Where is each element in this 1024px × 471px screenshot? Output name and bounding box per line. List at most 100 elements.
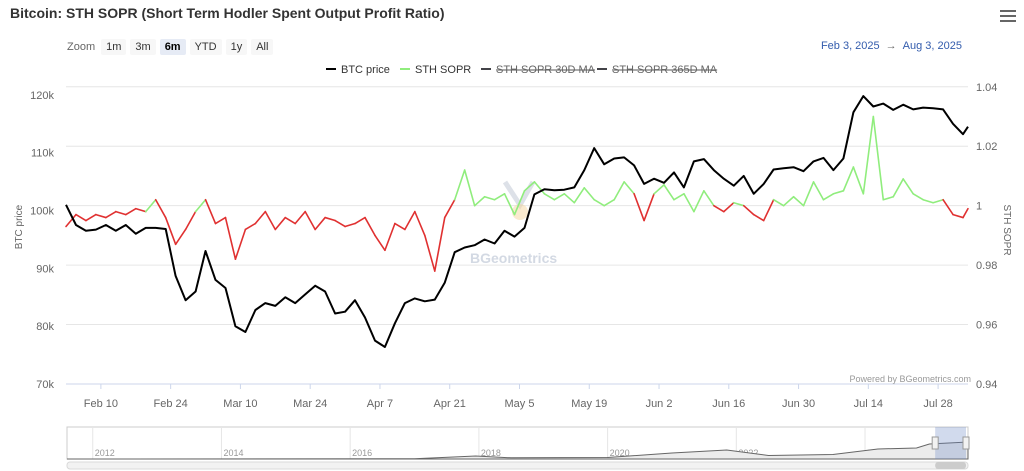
sopr-line-segment [792,195,805,207]
watermark-logo-icon [502,180,536,220]
sopr-line-segment [822,192,835,201]
navigator-scrollbar[interactable] [66,461,969,470]
sopr-line-segment [732,201,745,207]
navigator-selection [935,427,966,459]
sopr-line-segment [65,213,77,228]
sopr-line-segment [872,115,885,201]
sopr-line-segment [214,216,227,225]
hamburger-menu-icon[interactable] [998,8,1018,26]
y-right-tick-label: 0.98 [976,260,997,272]
x-tick-label: Apr 21 [434,398,466,410]
sopr-line-segment [533,181,546,195]
sopr-line-segment [782,195,795,207]
range-from-input[interactable]: Feb 3, 2025 [820,40,880,52]
zoom-6m-button[interactable]: 6m [159,39,186,55]
sopr-line-segment [473,195,486,207]
sopr-line-segment [633,192,645,222]
sopr-line-segment [354,216,366,225]
sopr-line-segment [703,190,715,207]
x-tick-label: Jul 14 [854,398,883,410]
sopr-line-segment [962,207,969,219]
sopr-line-segment [573,187,586,204]
navigator-year-label: 2018 [481,448,501,458]
credit-link[interactable]: Powered by BGeometrics.com [849,374,971,384]
sopr-line-segment [603,198,615,207]
sopr-line-segment [683,192,695,213]
navigator-handle[interactable] [962,436,970,450]
sopr-line-segment [433,216,446,272]
btc-price-line [65,95,969,348]
sopr-line-segment [85,213,97,222]
legend-item[interactable]: STH SOPR [400,64,471,76]
legend: BTC price STH SOPR STH SOPR 30D MA STH SOPR… [326,64,718,76]
y-axis-left-title: BTC price [14,204,25,249]
sopr-line-segment [224,216,237,260]
sopr-line-segment [294,210,307,225]
sopr-line-segment [374,234,386,252]
sopr-line-segment [663,184,675,201]
sopr-line-segment [772,198,785,207]
x-tick-label: Jul 28 [923,398,952,410]
chart-title: Bitcoin: STH SOPR (Short Term Hodler Spe… [10,5,445,21]
x-tick-label: Jun 16 [712,398,745,410]
sopr-line-segment [324,216,336,222]
sopr-line-segment [802,181,815,207]
sopr-line-segment [134,207,147,213]
range-to-input[interactable]: Aug 3, 2025 [902,40,962,52]
navigator-series [66,441,969,460]
sopr-line-segment [932,198,944,204]
sopr-line-segment [144,198,157,213]
sopr-line-segment [493,192,506,201]
legend-label: STH SOPR [415,64,471,76]
sopr-line-segment [723,201,735,213]
sopr-line-segment [523,181,536,192]
legend-item[interactable]: BTC price [326,64,390,76]
range-selector: Zoom 1m 3m 6m YTD 1y All [67,38,277,56]
sopr-line-segment [842,166,855,192]
zoom-label: Zoom [67,41,96,53]
legend-item[interactable]: STH SOPR 30D MA [481,64,596,76]
navigator-scrollbar-thumb[interactable] [935,462,966,469]
zoom-3m-button[interactable]: 3m [130,39,156,55]
y-axis-right: 0.94 0.96 0.98 1 1.02 1.04 [976,82,997,391]
sopr-line-segment [414,210,426,237]
sopr-line-segment [942,198,954,216]
sopr-line-segment [553,192,566,201]
sopr-line-segment [254,210,267,225]
range-arrow: → [885,40,897,52]
navigator: 2012201420162018202020222024 [66,426,970,470]
zoom-1m-button[interactable]: 1m [101,39,127,55]
zoom-all-button[interactable]: All [251,39,274,55]
sopr-line-segment [314,216,326,231]
sopr-line-segment [503,192,516,216]
x-tick-label: Jun 2 [646,398,673,410]
sopr-line-segment [95,213,107,219]
sopr-line-segment [583,187,596,201]
sopr-line-segment [613,181,625,201]
navigator-handle[interactable] [931,436,939,450]
sopr-line-segment [653,184,665,195]
sopr-line-segment [952,213,964,219]
sopr-line-segment [483,195,496,201]
sopr-line-segment [125,207,137,216]
zoom-ytd-button[interactable]: YTD [189,39,222,55]
sopr-line-segment [852,166,865,195]
x-tick-label: Feb 10 [84,398,118,410]
sopr-line-segment [922,198,934,204]
x-axis: Feb 10 Feb 24 Mar 10 Mar 24 Apr 7 Apr 21 May 5… [84,384,953,410]
sopr-line-segment [194,198,207,213]
sopr-line-segment [264,210,277,231]
zoom-1y-button[interactable]: 1y [225,39,248,55]
sopr-line-segment [234,228,247,260]
sopr-line-segment [693,190,705,213]
sopr-line-segment [912,192,924,201]
legend-label: STH SOPR 365D MA [612,64,718,76]
sopr-line-segment [424,234,436,272]
sopr-line-segment [244,222,257,231]
sopr-line-segment [154,198,167,219]
sopr-line-segment [882,195,895,201]
sopr-line-segment [334,219,346,228]
legend-item[interactable]: STH SOPR 365D MA [597,64,718,76]
sopr-line-segment [543,192,556,201]
